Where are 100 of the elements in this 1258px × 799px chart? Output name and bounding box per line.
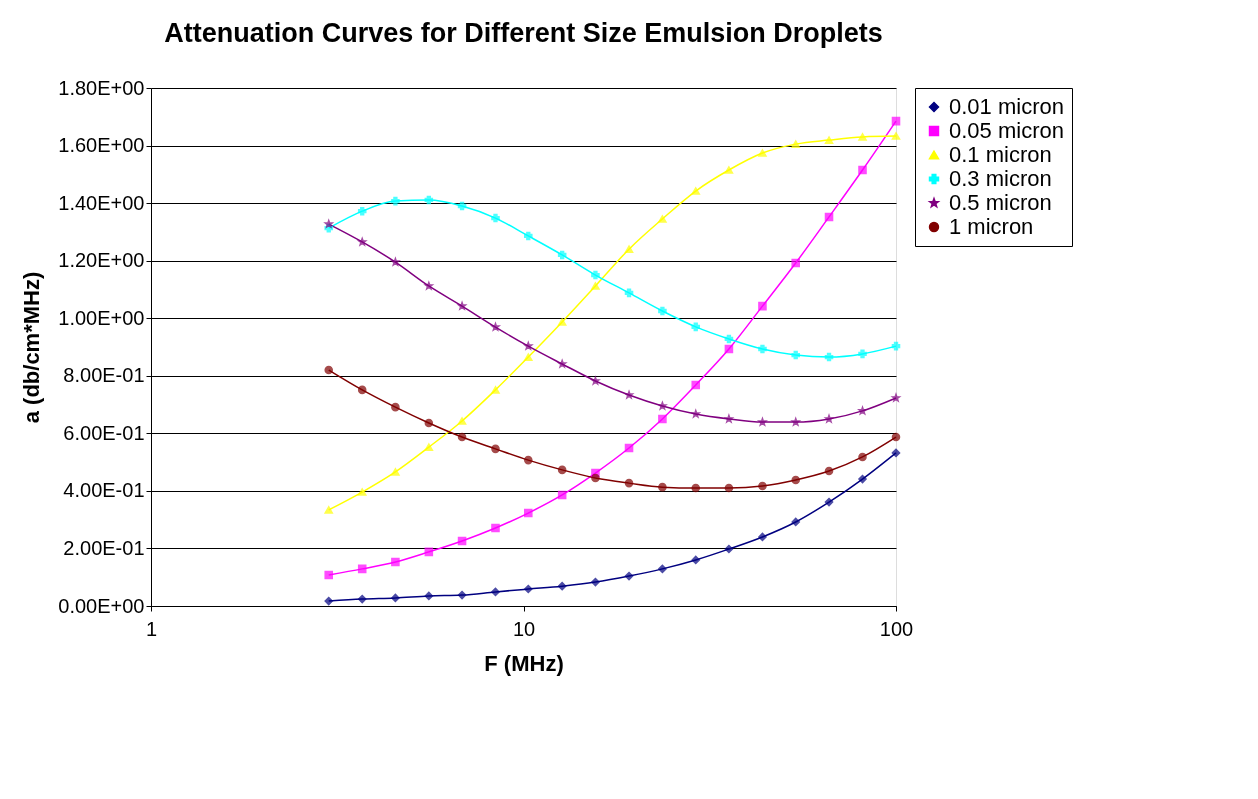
point [391, 257, 400, 266]
point [824, 466, 834, 476]
legend-label: 0.05 micron [949, 118, 1064, 143]
point [891, 432, 901, 442]
point [891, 132, 901, 140]
point [524, 508, 533, 518]
point [691, 380, 701, 390]
point [457, 417, 467, 425]
point [858, 349, 867, 359]
point [391, 468, 400, 476]
y-axis-title: a (db/cm*MHz) [19, 271, 45, 424]
point [391, 557, 400, 567]
y-tick-label: 1.80E+00 [58, 76, 145, 99]
point [658, 401, 667, 410]
legend-label: 0.5 micron [949, 190, 1052, 215]
point [624, 443, 634, 453]
point [624, 390, 634, 399]
y-tick-label: 2.00E-01 [63, 536, 145, 559]
point [691, 555, 701, 565]
point [658, 414, 667, 424]
point [491, 444, 500, 454]
point [791, 475, 800, 485]
y-tick-label: 0.00E+00 [58, 594, 145, 617]
point [891, 116, 901, 126]
point [457, 536, 467, 546]
point [891, 341, 901, 351]
legend-label: 0.01 micron [949, 94, 1064, 119]
point [624, 245, 634, 253]
point [591, 282, 600, 290]
point [491, 587, 500, 597]
x-tick-label: 100 [879, 617, 914, 640]
point [791, 140, 800, 148]
point [891, 393, 901, 402]
point [324, 506, 334, 514]
point [591, 577, 600, 587]
y-tick-label: 1.40E+00 [58, 191, 145, 214]
point [557, 490, 567, 500]
point [724, 414, 734, 423]
point [557, 581, 567, 591]
point [591, 376, 600, 385]
chart-title: Attenuation Curves for Different Size Emulsion Droplets [164, 18, 883, 48]
point [491, 386, 500, 394]
point [491, 213, 500, 223]
point [457, 301, 467, 310]
point [391, 402, 400, 412]
point [591, 473, 600, 483]
point [324, 365, 334, 375]
point [691, 322, 701, 332]
point [724, 544, 734, 554]
point [324, 570, 334, 580]
point [791, 258, 800, 268]
point [691, 187, 701, 195]
legend-label: 1 micron [949, 214, 1034, 239]
y-tick-label: 4.00E-01 [63, 479, 145, 502]
y-tick-label: 8.00E-01 [63, 364, 145, 387]
point [824, 136, 834, 144]
point [391, 593, 400, 603]
point [624, 288, 634, 298]
point [457, 432, 467, 442]
point [724, 344, 734, 354]
point [658, 482, 667, 492]
y-tick-label: 1.60E+00 [58, 134, 145, 157]
y-tick-label: 6.00E-01 [63, 421, 145, 444]
point [858, 474, 867, 484]
point [824, 414, 834, 423]
point [324, 596, 334, 606]
point [524, 341, 533, 350]
point [824, 497, 834, 507]
point [491, 322, 500, 331]
point [424, 418, 434, 428]
point [791, 517, 800, 527]
point [824, 352, 834, 362]
point [457, 590, 467, 600]
point [724, 334, 734, 344]
point [557, 318, 567, 326]
legend-label: 0.1 micron [949, 142, 1052, 167]
point [824, 212, 834, 222]
point [658, 564, 667, 574]
point [758, 481, 767, 491]
point [358, 237, 367, 246]
point [424, 547, 434, 557]
point [357, 488, 367, 496]
point [758, 149, 767, 157]
point [357, 385, 367, 395]
x-tick-label: 1 [145, 617, 158, 640]
point [557, 250, 567, 260]
point [557, 465, 567, 475]
point [658, 306, 667, 316]
point [391, 196, 400, 206]
point [357, 564, 367, 574]
point [424, 443, 434, 451]
point [324, 219, 333, 228]
point [591, 270, 600, 280]
point [791, 417, 800, 426]
point [858, 165, 867, 175]
point [758, 417, 767, 426]
point [491, 523, 500, 533]
point [724, 166, 734, 174]
point [624, 571, 634, 581]
point [457, 201, 467, 211]
